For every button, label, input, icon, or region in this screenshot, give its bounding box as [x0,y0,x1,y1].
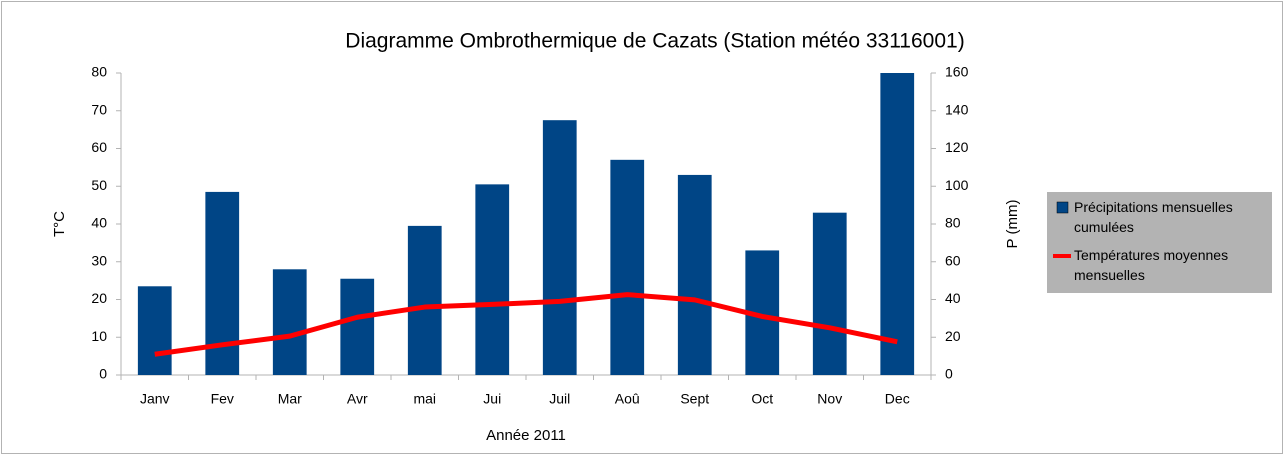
y-tick-label: 50 [91,177,107,193]
y2-tick-label: 60 [945,252,961,268]
x-tick-label: Sept [680,391,709,407]
y2-tick-label: 100 [945,177,969,193]
x-tick-label: Mar [278,391,302,407]
y2-tick-label: 80 [945,215,961,231]
y-tick-label: 80 [91,64,107,80]
y2-tick-label: 20 [945,328,961,344]
legend-swatch [1056,201,1069,214]
bar [340,278,375,375]
bar [542,120,577,375]
x-tick-label: mai [413,391,436,407]
y2-tick-label: 40 [945,290,961,306]
bar [880,73,915,375]
y2-axis-label: P (mm) [1004,200,1021,249]
chart-title: Diagramme Ombrothermique de Cazats (Stat… [345,30,964,53]
bar [137,286,172,375]
y2-tick-label: 120 [945,139,969,155]
y2-tick-label: 140 [945,101,969,117]
x-tick-label: Fev [211,391,234,407]
legend [1047,192,1272,293]
x-tick-label: Juil [549,391,570,407]
bar [677,174,712,375]
x-tick-label: Oct [751,391,773,407]
bar [610,159,645,375]
y-tick-label: 70 [91,101,107,117]
y-tick-label: 40 [91,215,107,231]
line [154,292,898,357]
y-tick-label: 10 [91,328,107,344]
x-tick-label: Jui [483,391,501,407]
legend-label: Précipitations mensuelles cumulées [1074,199,1233,235]
y2-tick-label: 160 [945,64,969,80]
y-tick-label: 60 [91,139,107,155]
y-tick-label: 0 [99,366,107,382]
x-tick-label: Dec [885,391,910,407]
bar [407,225,442,375]
bar [475,184,510,375]
x-tick-label: Aoû [615,391,640,407]
x-tick-label: Nov [817,391,842,407]
y-axis-label: T°C [51,211,68,237]
x-axis-label: Année 2011 [486,427,566,444]
bar [812,212,847,375]
x-tick-label: Janv [140,391,170,407]
legend-label: Températures moyennes mensuelles [1074,247,1228,283]
y-tick-label: 20 [91,290,107,306]
x-tick-label: Avr [347,391,368,407]
y2-tick-label: 0 [945,366,953,382]
bar [272,269,307,375]
y-tick-label: 30 [91,252,107,268]
